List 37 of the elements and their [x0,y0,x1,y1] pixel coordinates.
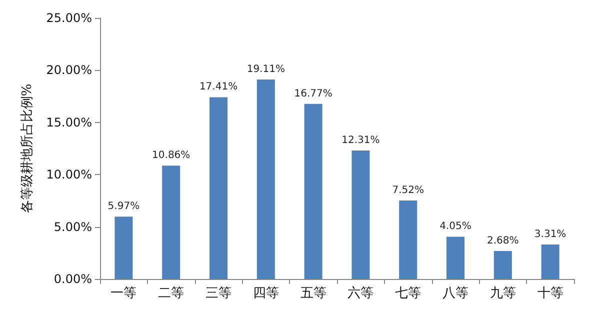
x-tick-label: 三等 [206,286,232,301]
data-label: 10.86% [152,150,190,162]
data-label: 19.11% [246,64,285,75]
data-label: 3.31% [534,228,566,240]
bar [256,79,275,279]
bar [114,216,133,279]
data-label: 12.31% [342,134,380,146]
y-tick-label: 0.00% [54,272,92,286]
bar [162,166,180,279]
data-label: 2.68% [487,236,519,247]
data-label: 17.41% [199,82,238,93]
x-tick-label: 十等 [537,286,564,301]
bar [541,244,560,279]
x-tick-label: 五等 [300,286,326,301]
x-tick-label: 七等 [395,286,422,301]
data-label: 4.05% [440,221,472,232]
bar [399,200,418,279]
bar [304,104,322,279]
data-label: 5.97% [108,201,140,212]
x-tick-label: 一等 [110,286,137,301]
bar [446,236,465,279]
x-tick-label: 六等 [348,286,374,301]
y-tick-label: 10.00% [46,168,92,182]
y-tick-label: 15.00% [46,115,92,130]
bar [352,150,370,279]
y-tick-label: 25.00% [46,11,92,25]
x-tick-label: 八等 [442,286,468,301]
x-tick-label: 九等 [490,286,516,301]
data-label: 7.52% [392,184,424,196]
data-label: 16.77% [294,88,332,100]
x-tick-label: 四等 [252,286,279,301]
bar [494,251,512,279]
x-tick-label: 二等 [158,286,184,301]
bar [209,97,228,279]
y-tick-label: 20.00% [46,63,92,78]
y-axis-title: 各等级耕地所占比例% [20,84,35,214]
y-tick-label: 5.00% [54,220,92,234]
